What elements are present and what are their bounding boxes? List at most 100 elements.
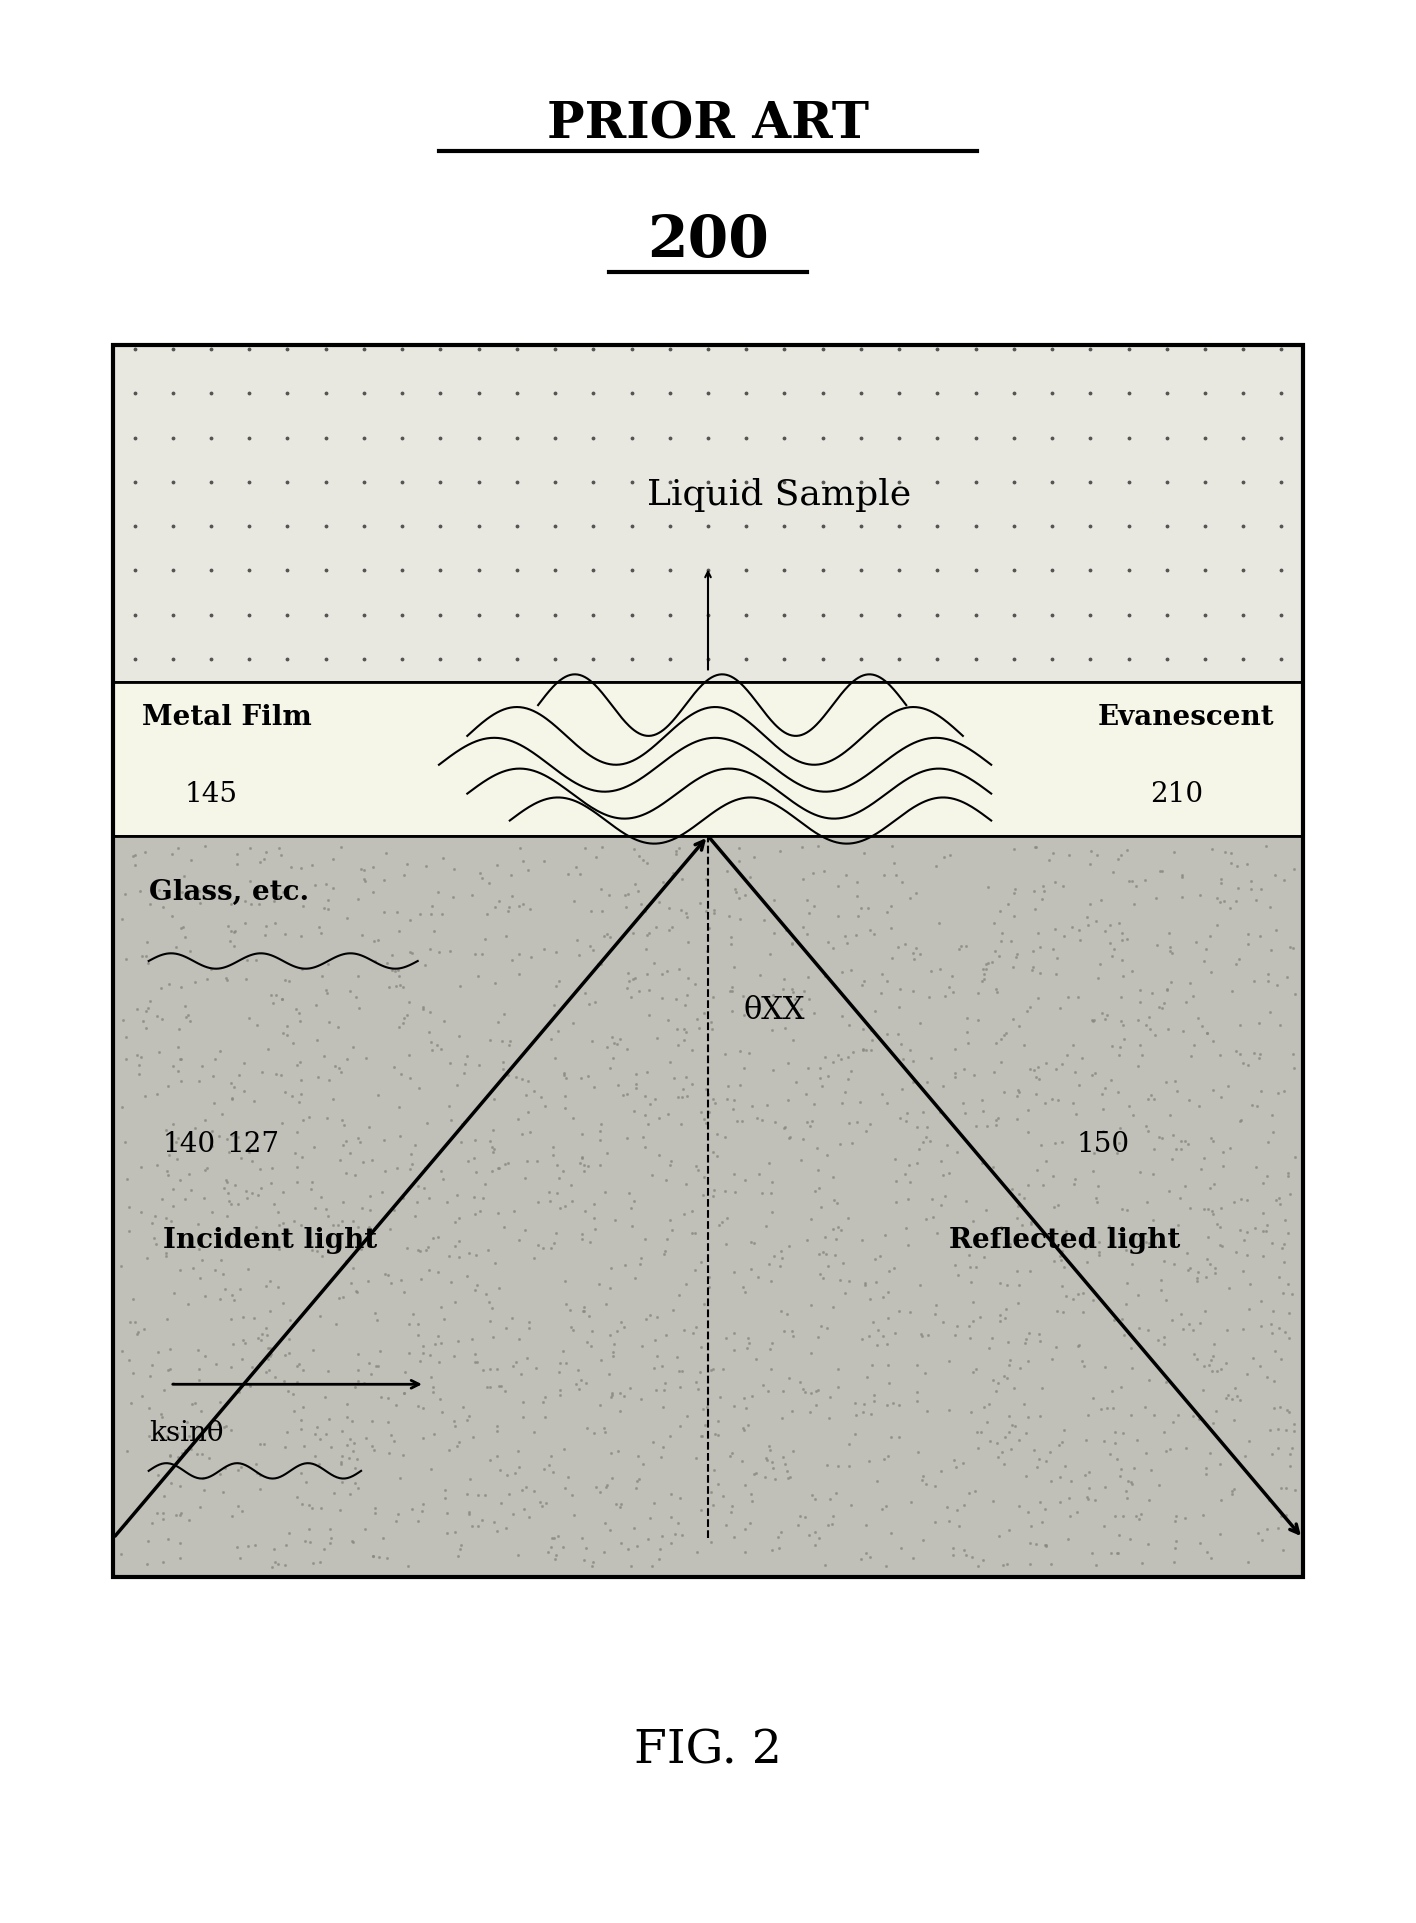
Point (811, 1236, 834, 1267)
Point (782, 977, 804, 1008)
Point (599, 1273, 622, 1304)
Point (1260, 1100, 1283, 1131)
Point (135, 927, 157, 958)
Point (769, 1236, 792, 1267)
Point (385, 971, 408, 1002)
Point (1123, 888, 1146, 919)
Point (1163, 1248, 1185, 1279)
Point (632, 1448, 654, 1479)
Point (489, 1456, 511, 1486)
Point (372, 865, 395, 896)
Point (966, 1417, 988, 1448)
Point (708, 1383, 731, 1413)
Point (729, 1071, 752, 1102)
Point (1158, 1100, 1181, 1131)
Point (350, 1235, 372, 1265)
Point (347, 1123, 370, 1154)
Point (497, 1148, 520, 1179)
Point (920, 956, 943, 986)
Point (289, 1413, 312, 1444)
Point (1100, 942, 1123, 973)
Point (877, 1440, 899, 1471)
Point (204, 1044, 227, 1075)
Point (702, 898, 725, 929)
Point (287, 998, 310, 1029)
Point (1260, 1438, 1283, 1469)
Point (623, 869, 646, 900)
Point (967, 979, 990, 1010)
Point (225, 848, 248, 879)
Point (1204, 1254, 1226, 1285)
Point (572, 1292, 595, 1323)
Point (1126, 1052, 1148, 1083)
Point (239, 865, 262, 896)
Point (1017, 1402, 1039, 1433)
Point (286, 1117, 309, 1148)
Point (178, 1506, 201, 1536)
Point (167, 1056, 190, 1086)
Point (346, 1444, 368, 1475)
Point (613, 1311, 636, 1342)
Point (1195, 1460, 1218, 1490)
Point (392, 1008, 415, 1038)
Point (1000, 1344, 1022, 1375)
Point (942, 962, 964, 992)
Point (167, 1417, 190, 1448)
Point (1167, 1210, 1189, 1240)
Point (1137, 1485, 1160, 1515)
Point (228, 1060, 251, 1090)
Point (123, 840, 146, 871)
Point (462, 1421, 484, 1452)
Point (358, 1348, 381, 1379)
Point (583, 1188, 606, 1219)
Point (1198, 1350, 1221, 1381)
Point (286, 1350, 309, 1381)
Point (656, 1319, 678, 1350)
Point (756, 1090, 779, 1121)
Point (170, 971, 193, 1002)
Point (514, 1163, 537, 1194)
Point (609, 1529, 632, 1560)
Point (987, 1521, 1010, 1552)
Point (1028, 1319, 1051, 1350)
Point (719, 923, 742, 954)
Point (1281, 1279, 1304, 1310)
Point (453, 1058, 476, 1088)
Point (565, 852, 588, 883)
Point (639, 1504, 661, 1535)
Point (684, 1311, 707, 1342)
Point (211, 1100, 234, 1131)
Point (252, 1429, 275, 1460)
Point (545, 1219, 568, 1250)
Point (259, 1338, 282, 1369)
Point (910, 1319, 933, 1350)
Point (1063, 1163, 1086, 1194)
Point (653, 1375, 675, 1406)
Point (490, 1025, 513, 1056)
Point (1029, 1400, 1052, 1431)
Point (510, 1360, 532, 1390)
Point (1138, 1013, 1161, 1044)
Point (140, 1508, 163, 1538)
Point (372, 1523, 395, 1554)
Point (190, 1246, 212, 1277)
Point (429, 1156, 452, 1186)
Point (544, 1042, 566, 1073)
Point (219, 1188, 242, 1219)
Point (673, 1200, 695, 1231)
Point (395, 1233, 418, 1263)
Point (991, 1550, 1014, 1581)
Point (1215, 1348, 1238, 1379)
Point (307, 1448, 330, 1479)
Point (1119, 1221, 1141, 1252)
Point (807, 1323, 830, 1354)
Point (487, 1008, 510, 1038)
Point (136, 1525, 159, 1556)
Point (1143, 1085, 1165, 1115)
Point (1277, 1396, 1300, 1427)
Point (722, 1317, 745, 1348)
Point (585, 1471, 607, 1502)
Point (331, 1440, 354, 1471)
Point (1031, 1508, 1054, 1538)
Point (970, 1417, 993, 1448)
